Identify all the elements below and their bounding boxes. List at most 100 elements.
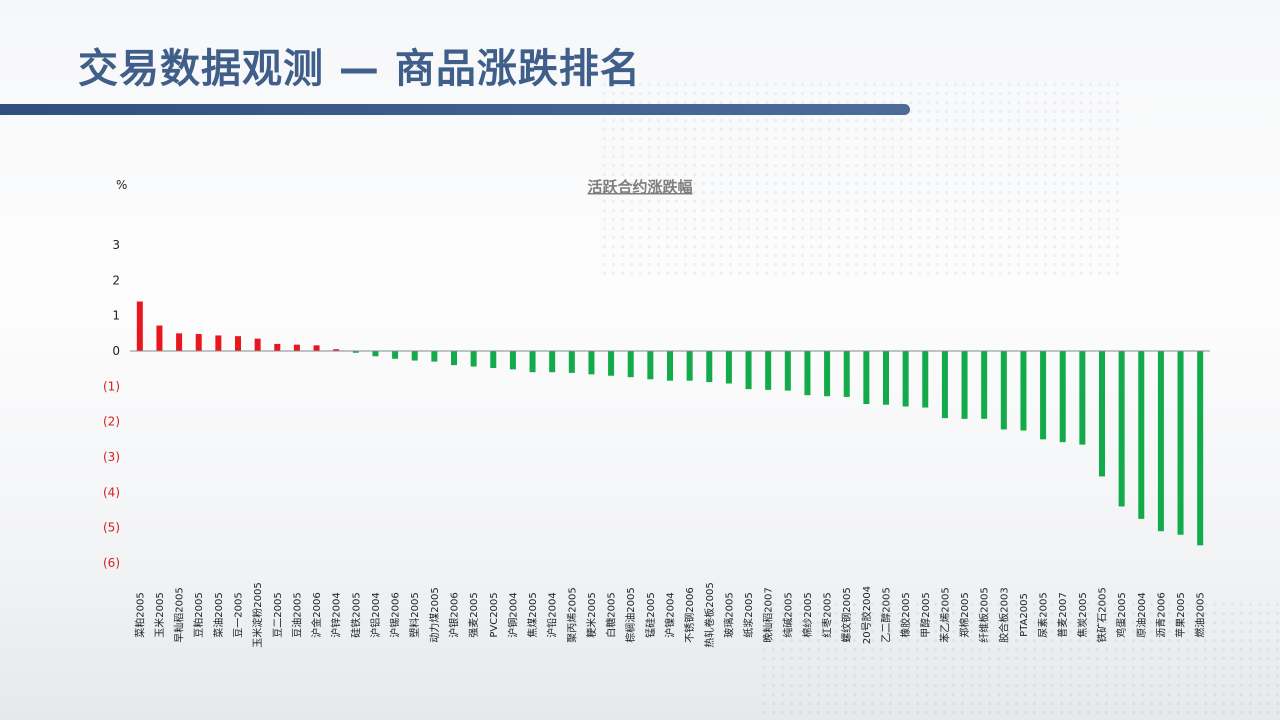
bar <box>254 338 261 351</box>
bar <box>824 351 831 397</box>
x-tick-label: 沪铅2004 <box>546 592 559 637</box>
bar <box>1040 351 1047 440</box>
x-tick-label: 热轧卷板2005 <box>703 582 716 647</box>
bar <box>195 334 202 351</box>
bar <box>1099 351 1105 477</box>
x-tick-label: 20号胶2004 <box>860 586 873 644</box>
bar <box>529 351 536 373</box>
x-tick-label: 早籼稻2005 <box>173 587 186 642</box>
x-tick-label: PVC2005 <box>489 592 500 637</box>
x-tick-label: 动力煤2005 <box>428 587 441 642</box>
bar <box>136 301 143 351</box>
x-tick-label: 沪金2006 <box>310 592 323 637</box>
bar <box>1157 351 1164 532</box>
bar <box>313 345 320 351</box>
x-tick-label: 菜粕2005 <box>133 592 146 637</box>
x-tick-label: 玻璃2005 <box>722 592 735 637</box>
x-tick-label: 沪锡2006 <box>389 592 402 637</box>
x-tick-label: 胶合板2003 <box>997 587 1010 642</box>
bar <box>745 351 752 390</box>
bar <box>647 351 654 380</box>
bar <box>608 351 615 376</box>
bar <box>176 333 183 351</box>
x-tick-label: 燃油2005 <box>1194 592 1207 637</box>
x-tick-label: 纯碱2005 <box>781 592 794 637</box>
bar <box>293 344 300 351</box>
x-tick-label: 豆油2005 <box>290 592 303 637</box>
bar <box>902 351 909 407</box>
bar <box>706 351 713 383</box>
bar <box>1177 351 1184 535</box>
bar <box>922 351 929 408</box>
bar <box>568 351 575 373</box>
y-tick-label: 1 <box>112 309 120 323</box>
bar-series <box>136 301 1204 546</box>
unit-label: % <box>116 178 127 192</box>
y-tick-label: (5) <box>103 521 120 535</box>
y-tick-label: (2) <box>103 415 120 429</box>
x-tick-label: 棕榈油2005 <box>624 587 637 642</box>
x-tick-label: 沪镍2004 <box>664 592 677 637</box>
bar <box>451 351 457 366</box>
x-tick-label: 焦炭2005 <box>1076 592 1089 637</box>
bar <box>1020 351 1027 431</box>
y-tick-label: 3 <box>112 238 120 252</box>
x-tick-label: 强麦2005 <box>468 592 480 637</box>
bar <box>372 351 379 357</box>
x-tick-label: 橡胶2005 <box>899 592 912 637</box>
bar <box>667 351 673 381</box>
x-tick-label: 聚丙烯2005 <box>565 587 578 642</box>
bar <box>981 351 988 419</box>
bar <box>431 351 438 362</box>
x-tick-label: 不锈钢2006 <box>683 587 696 642</box>
x-tick-label: 沪铜2004 <box>506 592 519 637</box>
x-tick-label: 铁矿石2005 <box>1096 587 1109 642</box>
bar <box>863 351 870 404</box>
x-tick-label: 棉纱2005 <box>801 592 814 637</box>
bar <box>686 351 693 381</box>
bar <box>274 343 281 351</box>
bar <box>509 351 516 370</box>
x-tick-label: 沥青2006 <box>1154 592 1167 637</box>
bar <box>961 351 968 419</box>
x-tick-label: 沪锌2004 <box>330 592 343 637</box>
x-axis: 菜粕2005 玉米2005 早籼稻2005 豆粕2005 菜油2005 豆一2005 玉米淀… <box>133 582 1206 647</box>
x-tick-label: 菜油2005 <box>212 592 225 637</box>
x-tick-label: 白糖2005 <box>605 592 618 637</box>
bar <box>352 351 359 353</box>
y-tick-label: (4) <box>103 485 120 499</box>
bar <box>941 351 948 419</box>
x-tick-label: 郑棉2005 <box>958 592 971 637</box>
y-tick-label: (6) <box>103 556 120 570</box>
x-tick-label: 鸡蛋2005 <box>1115 592 1128 637</box>
x-tick-label: 豆粕2005 <box>192 592 205 637</box>
bar <box>1079 351 1086 445</box>
x-tick-label: 纸浆2005 <box>742 592 755 637</box>
bar <box>411 351 418 361</box>
bar <box>1197 351 1204 546</box>
y-axis: 3 2 1 0 (1) (2) (3) (4) (5) (6) <box>103 238 120 570</box>
bar <box>883 351 889 405</box>
x-tick-label: 普麦2007 <box>1056 592 1069 637</box>
bar <box>784 351 791 391</box>
bar <box>156 325 163 351</box>
bar <box>588 351 595 375</box>
x-tick-label: 豆二2005 <box>272 592 284 637</box>
chart-title: 活跃合约涨跌幅 <box>587 178 692 196</box>
bar <box>725 351 732 384</box>
x-tick-label: 沪铝2004 <box>369 592 382 637</box>
x-tick-label: 锰硅2005 <box>644 592 657 637</box>
bar <box>765 351 772 390</box>
y-tick-label: (3) <box>103 450 120 464</box>
x-tick-label: 玉米2005 <box>153 592 166 637</box>
title-underline-bar <box>0 104 910 115</box>
bar <box>843 351 850 397</box>
x-tick-label: 甲醇2005 <box>919 592 932 637</box>
y-tick-label: 0 <box>112 344 120 358</box>
x-tick-label: PTA2005 <box>1019 593 1030 637</box>
x-tick-label: 焦煤2005 <box>526 592 539 637</box>
bar <box>470 351 477 367</box>
x-tick-label: 尿素2005 <box>1037 592 1050 637</box>
x-tick-label: 原油2004 <box>1135 592 1148 637</box>
x-tick-label: 苯乙烯2005 <box>938 587 951 642</box>
